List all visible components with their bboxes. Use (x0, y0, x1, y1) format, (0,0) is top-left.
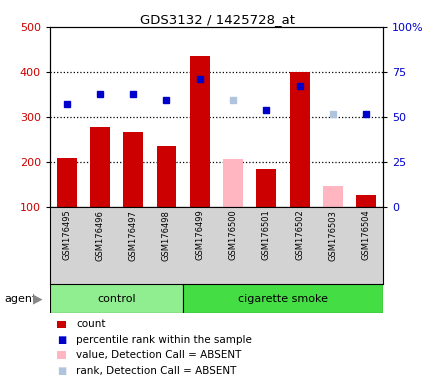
Bar (90, 127, 110, 207)
Text: GSM176497: GSM176497 (128, 210, 138, 260)
Bar (189, 56, 209, 207)
Bar (50, 284, 183, 313)
Text: GSM176503: GSM176503 (328, 210, 337, 260)
Bar (156, 146, 176, 207)
Bar (183, 284, 382, 313)
Text: rank, Detection Call = ABSENT: rank, Detection Call = ABSENT (76, 366, 236, 376)
Text: GDS3132 / 1425728_at: GDS3132 / 1425728_at (140, 13, 294, 26)
Text: GSM176495: GSM176495 (62, 210, 71, 260)
Text: control: control (97, 293, 135, 304)
Text: agent: agent (4, 293, 36, 304)
Text: GSM176501: GSM176501 (261, 210, 270, 260)
Text: GSM176498: GSM176498 (161, 210, 171, 260)
Bar (123, 132, 143, 207)
Text: cigarette smoke: cigarette smoke (237, 293, 327, 304)
Text: GSM176496: GSM176496 (95, 210, 104, 260)
Text: ■: ■ (56, 335, 66, 345)
Bar (355, 195, 375, 207)
Text: value, Detection Call = ABSENT: value, Detection Call = ABSENT (76, 350, 241, 360)
Text: ▶: ▶ (33, 292, 42, 305)
Bar (223, 159, 243, 207)
Text: percentile rank within the sample: percentile rank within the sample (76, 335, 251, 345)
Bar (289, 72, 309, 207)
Text: GSM176504: GSM176504 (361, 210, 370, 260)
Text: ■: ■ (56, 366, 66, 376)
Text: count: count (76, 319, 105, 329)
Text: GSM176500: GSM176500 (228, 210, 237, 260)
Bar (56, 158, 76, 207)
Bar (322, 186, 342, 207)
Bar (256, 169, 276, 207)
Text: GSM176502: GSM176502 (294, 210, 303, 260)
Text: GSM176499: GSM176499 (195, 210, 204, 260)
